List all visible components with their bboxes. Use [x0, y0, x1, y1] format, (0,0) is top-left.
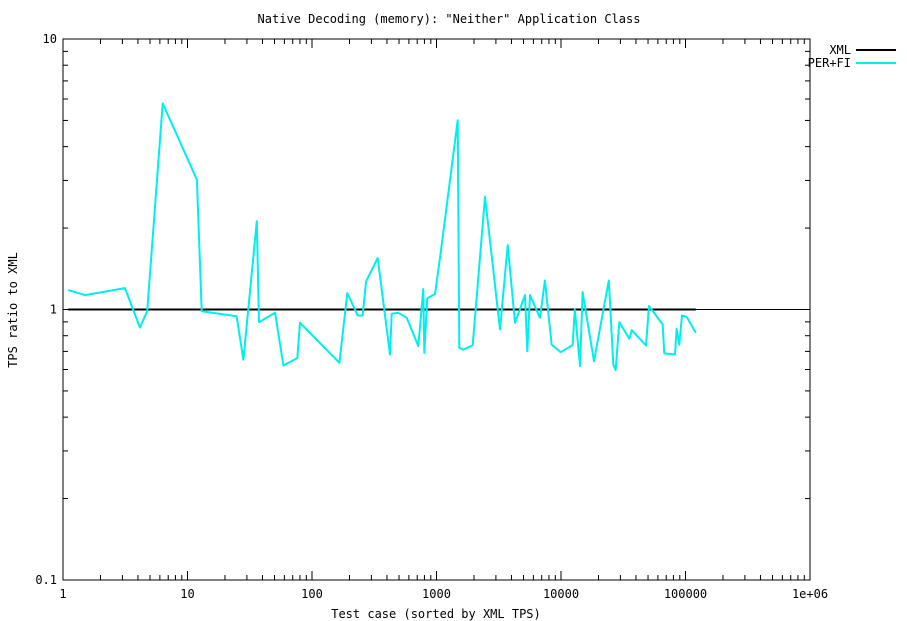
plot-frame [62, 38, 811, 581]
x-axis-label: Test case (sorted by XML TPS) [331, 607, 541, 621]
x-tick-label: 1e+06 [792, 587, 828, 601]
y-tick-label: 1 [50, 303, 57, 317]
y-tick-label: 10 [43, 32, 57, 46]
x-tick-label: 100 [301, 587, 323, 601]
x-tick-label: 100000 [664, 587, 707, 601]
x-tick-label: 1 [59, 587, 66, 601]
y-tick-label: 0.1 [35, 573, 57, 587]
y-axis-label: TPS ratio to XML [6, 252, 20, 368]
chart-title: Native Decoding (memory): "Neither" Appl… [258, 12, 641, 26]
series-line-per-fi [67, 102, 697, 372]
x-tick-label: 10 [180, 587, 194, 601]
x-tick-label: 10000 [543, 587, 579, 601]
legend-label: XML [829, 43, 851, 57]
x-tick-label: 1000 [422, 587, 451, 601]
series-group [67, 102, 697, 372]
legend-label: PER+FI [808, 56, 851, 70]
